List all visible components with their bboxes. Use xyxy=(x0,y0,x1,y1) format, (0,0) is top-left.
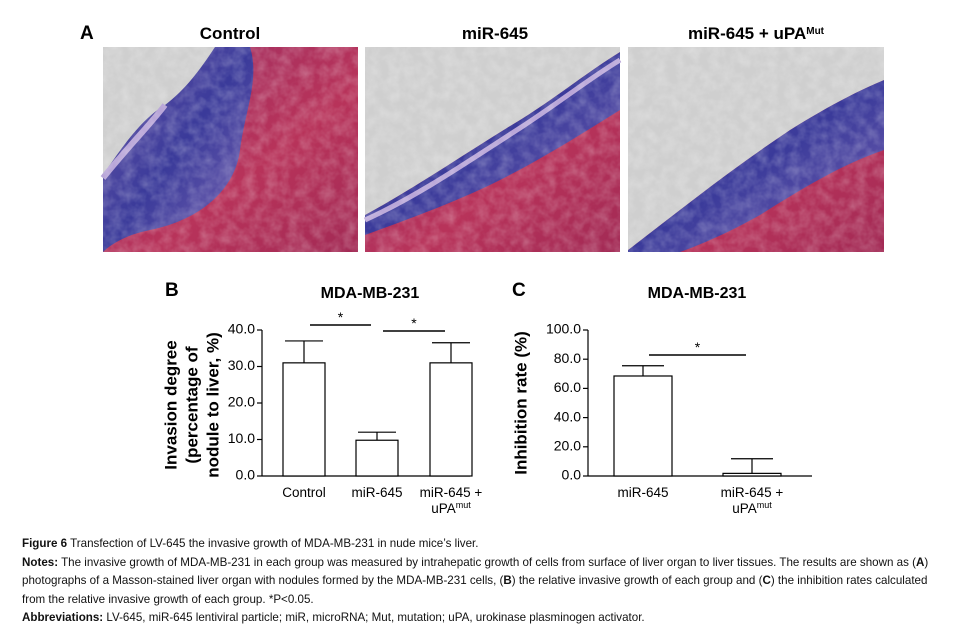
bar xyxy=(282,362,326,477)
photo-title: Control xyxy=(200,24,260,43)
y-tick-label: 30.0 xyxy=(228,357,255,373)
chart-title: MDA-MB-231 xyxy=(648,285,747,302)
y-tick-label: 100.0 xyxy=(546,321,581,337)
y-tick-label: 20.0 xyxy=(554,438,581,454)
significance-label: * xyxy=(695,339,701,355)
y-tick-label: 10.0 xyxy=(228,430,255,446)
x-tick-label: miR-645 + xyxy=(721,485,784,500)
panel-label: B xyxy=(165,280,179,301)
bar xyxy=(613,375,673,477)
abbreviations: Abbreviations: LV-645, miR-645 lentivira… xyxy=(22,609,942,628)
superscript: mut xyxy=(456,500,472,510)
panel-label: C xyxy=(512,280,526,301)
photo-title: miR-645 + uPAMut xyxy=(688,24,825,43)
label-text: uPA xyxy=(431,501,456,516)
label-text: Control xyxy=(282,485,326,500)
bar xyxy=(355,439,399,477)
photo xyxy=(100,47,358,252)
bar xyxy=(722,472,782,477)
label-text: miR-645 + uPA xyxy=(688,24,806,43)
significance-label: * xyxy=(411,315,417,331)
label-text: miR-645 + xyxy=(721,485,784,500)
bold-text: C xyxy=(762,574,771,588)
text: ) the inhibition rates calculated from t… xyxy=(22,574,928,606)
label-text: uPA xyxy=(732,501,757,516)
panel-label: A xyxy=(80,23,94,44)
y-tick-label: 60.0 xyxy=(554,379,581,395)
label-text: miR-645 xyxy=(617,485,668,500)
bold-text: Notes: xyxy=(22,555,59,569)
label-text: miR-645 + xyxy=(420,485,483,500)
superscript: mut xyxy=(757,500,773,510)
y-tick-label: 0.0 xyxy=(562,467,582,483)
figure-label: Figure 6 xyxy=(22,537,68,550)
x-tick-label: miR-645 xyxy=(617,485,668,500)
photo xyxy=(628,47,884,252)
text: LV-645, miR-645 lentiviral particle; miR… xyxy=(103,611,645,625)
bar xyxy=(429,362,473,477)
figure-caption: Figure 6 Transfection of LV-645 the inva… xyxy=(22,535,942,554)
x-tick-label: miR-645 + xyxy=(420,485,483,500)
label-text: miR-645 xyxy=(462,24,528,43)
y-tick-label: 40.0 xyxy=(228,321,255,337)
superscript: Mut xyxy=(806,26,824,37)
y-tick-label: 0.0 xyxy=(236,467,256,483)
photo-title: miR-645 xyxy=(462,24,528,43)
notes: Notes: The invasive growth of MDA-MB-231… xyxy=(22,554,942,610)
text: ) photographs of a Masson-stained liver … xyxy=(22,555,929,588)
text: The invasive growth of MDA-MB-231 in eac… xyxy=(58,555,916,569)
significance-label: * xyxy=(338,309,344,325)
y-tick-label: 80.0 xyxy=(554,350,581,366)
photo xyxy=(363,47,622,252)
caption: Figure 6 Transfection of LV-645 the inva… xyxy=(22,535,942,628)
x-tick-label: uPAmut xyxy=(431,500,471,516)
y-tick-label: 40.0 xyxy=(554,408,581,424)
label-text: miR-645 xyxy=(351,485,402,500)
y-tick-label: 20.0 xyxy=(228,394,255,410)
y-axis-label: Invasion degree xyxy=(161,340,180,469)
text: ) the relative invasive growth of each g… xyxy=(511,574,763,588)
y-axis-label: Inhibition rate (%) xyxy=(511,331,530,475)
bold-text: Abbreviations: xyxy=(22,611,104,625)
bold-text: A xyxy=(915,555,925,569)
label-text: Control xyxy=(200,24,260,43)
y-axis-label: (percentage of xyxy=(182,346,201,463)
bold-text: B xyxy=(503,574,512,588)
x-tick-label: Control xyxy=(282,485,326,500)
x-tick-label: uPAmut xyxy=(732,500,772,516)
y-axis-label: nodule to liver, %) xyxy=(203,332,222,477)
caption-text: Transfection of LV-645 the invasive grow… xyxy=(67,537,479,550)
x-tick-label: miR-645 xyxy=(351,485,402,500)
chart-title: MDA-MB-231 xyxy=(321,285,420,302)
